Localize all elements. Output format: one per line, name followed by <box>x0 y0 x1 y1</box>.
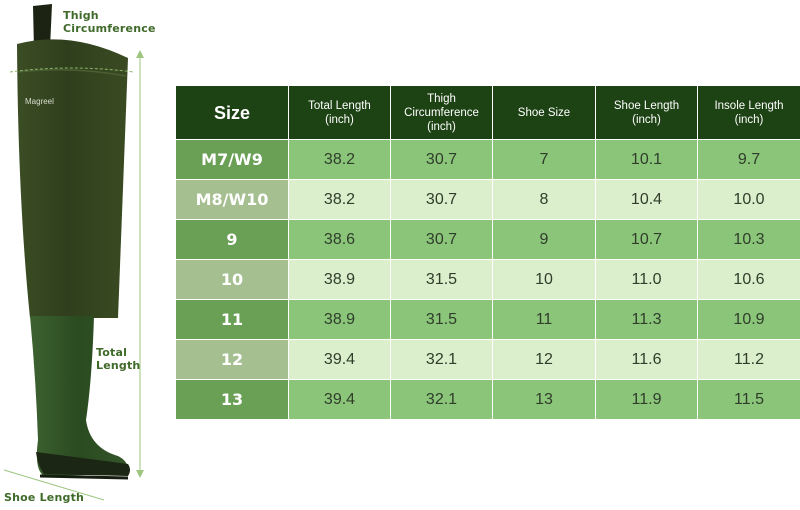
insole-length-cell: 11.2 <box>698 340 800 380</box>
size-cell: M7/W9 <box>176 140 289 180</box>
total-length-cell: 38.2 <box>289 180 391 220</box>
shoe-size-cell: 13 <box>493 380 596 420</box>
thigh-cell: 30.7 <box>391 220 493 260</box>
boot-lower <box>30 316 128 476</box>
shoe-length-cell: 11.6 <box>596 340 698 380</box>
insole-length-cell: 10.3 <box>698 220 800 260</box>
size-cell: 12 <box>176 340 289 380</box>
shoe-length-cell: 11.0 <box>596 260 698 300</box>
thigh-cell: 32.1 <box>391 340 493 380</box>
shoe-length-cell: 11.9 <box>596 380 698 420</box>
size-cell: 9 <box>176 220 289 260</box>
table-row: 10 38.9 31.5 10 11.0 10.6 <box>176 260 800 300</box>
shoe-size-cell: 11 <box>493 300 596 340</box>
table-row: M7/W9 38.2 30.7 7 10.1 9.7 <box>176 140 800 180</box>
thigh-cell: 31.5 <box>391 300 493 340</box>
header-size-text: Size <box>214 103 250 123</box>
header-text: Total Length <box>289 99 390 113</box>
shoe-length-cell: 10.1 <box>596 140 698 180</box>
hip-wader-boot-illustration: Magreel <box>0 0 175 505</box>
thigh-cell: 30.7 <box>391 140 493 180</box>
header-insole-length: Insole Length(inch) <box>698 86 800 140</box>
total-length-cell: 38.6 <box>289 220 391 260</box>
thigh-cell: 32.1 <box>391 380 493 420</box>
thigh-cell: 30.7 <box>391 180 493 220</box>
thigh-cell: 31.5 <box>391 260 493 300</box>
insole-length-cell: 10.6 <box>698 260 800 300</box>
header-unit: (inch) <box>391 120 492 134</box>
header-text: Shoe Size <box>493 106 595 120</box>
table-row: M8/W10 38.2 30.7 8 10.4 10.0 <box>176 180 800 220</box>
insole-length-cell: 9.7 <box>698 140 800 180</box>
size-cell: 11 <box>176 300 289 340</box>
header-shoe-size: Shoe Size <box>493 86 596 140</box>
insole-length-cell: 10.9 <box>698 300 800 340</box>
header-text: Shoe Length <box>596 99 697 113</box>
header-total-length: Total Length(inch) <box>289 86 391 140</box>
shoe-length-cell: 10.7 <box>596 220 698 260</box>
boot-upper <box>17 39 128 318</box>
header-shoe-length: Shoe Length(inch) <box>596 86 698 140</box>
total-length-cell: 38.2 <box>289 140 391 180</box>
shoe-size-cell: 7 <box>493 140 596 180</box>
table-row: 12 39.4 32.1 12 11.6 11.2 <box>176 340 800 380</box>
header-text: Insole Length <box>698 99 800 113</box>
size-cell: M8/W10 <box>176 180 289 220</box>
header-text: Thigh <box>391 92 492 106</box>
shoe-size-cell: 8 <box>493 180 596 220</box>
thigh-label-line1: Thigh <box>63 9 156 22</box>
brand-logo: Magreel <box>25 97 54 106</box>
total-length-cell: 38.9 <box>289 260 391 300</box>
shoe-length-cell: 10.4 <box>596 180 698 220</box>
insole-length-cell: 10.0 <box>698 180 800 220</box>
shoe-size-cell: 9 <box>493 220 596 260</box>
table-row: 9 38.6 30.7 9 10.7 10.3 <box>176 220 800 260</box>
shoe-size-cell: 10 <box>493 260 596 300</box>
header-unit: (inch) <box>698 113 800 127</box>
insole-length-cell: 11.5 <box>698 380 800 420</box>
header-unit: (inch) <box>596 113 697 127</box>
total-length-cell: 38.9 <box>289 300 391 340</box>
header-size: Size <box>176 86 289 140</box>
total-length-label: Total Length <box>96 346 175 372</box>
thigh-circumference-label: Thigh Circumference <box>63 9 156 35</box>
header-unit: (inch) <box>289 113 390 127</box>
shoe-length-label: Shoe Length <box>4 491 84 504</box>
total-length-cell: 39.4 <box>289 380 391 420</box>
size-cell: 13 <box>176 380 289 420</box>
table-row: 11 38.9 31.5 11 11.3 10.9 <box>176 300 800 340</box>
thigh-label-line2: Circumference <box>63 22 156 35</box>
shoe-length-cell: 11.3 <box>596 300 698 340</box>
total-length-cell: 39.4 <box>289 340 391 380</box>
header-text: Circumference <box>391 106 492 120</box>
table-row: 13 39.4 32.1 13 11.9 11.5 <box>176 380 800 420</box>
boot-illustration-area: Magreel Thigh Circumference Total Length… <box>0 0 175 505</box>
shoe-size-cell: 12 <box>493 340 596 380</box>
size-cell: 10 <box>176 260 289 300</box>
